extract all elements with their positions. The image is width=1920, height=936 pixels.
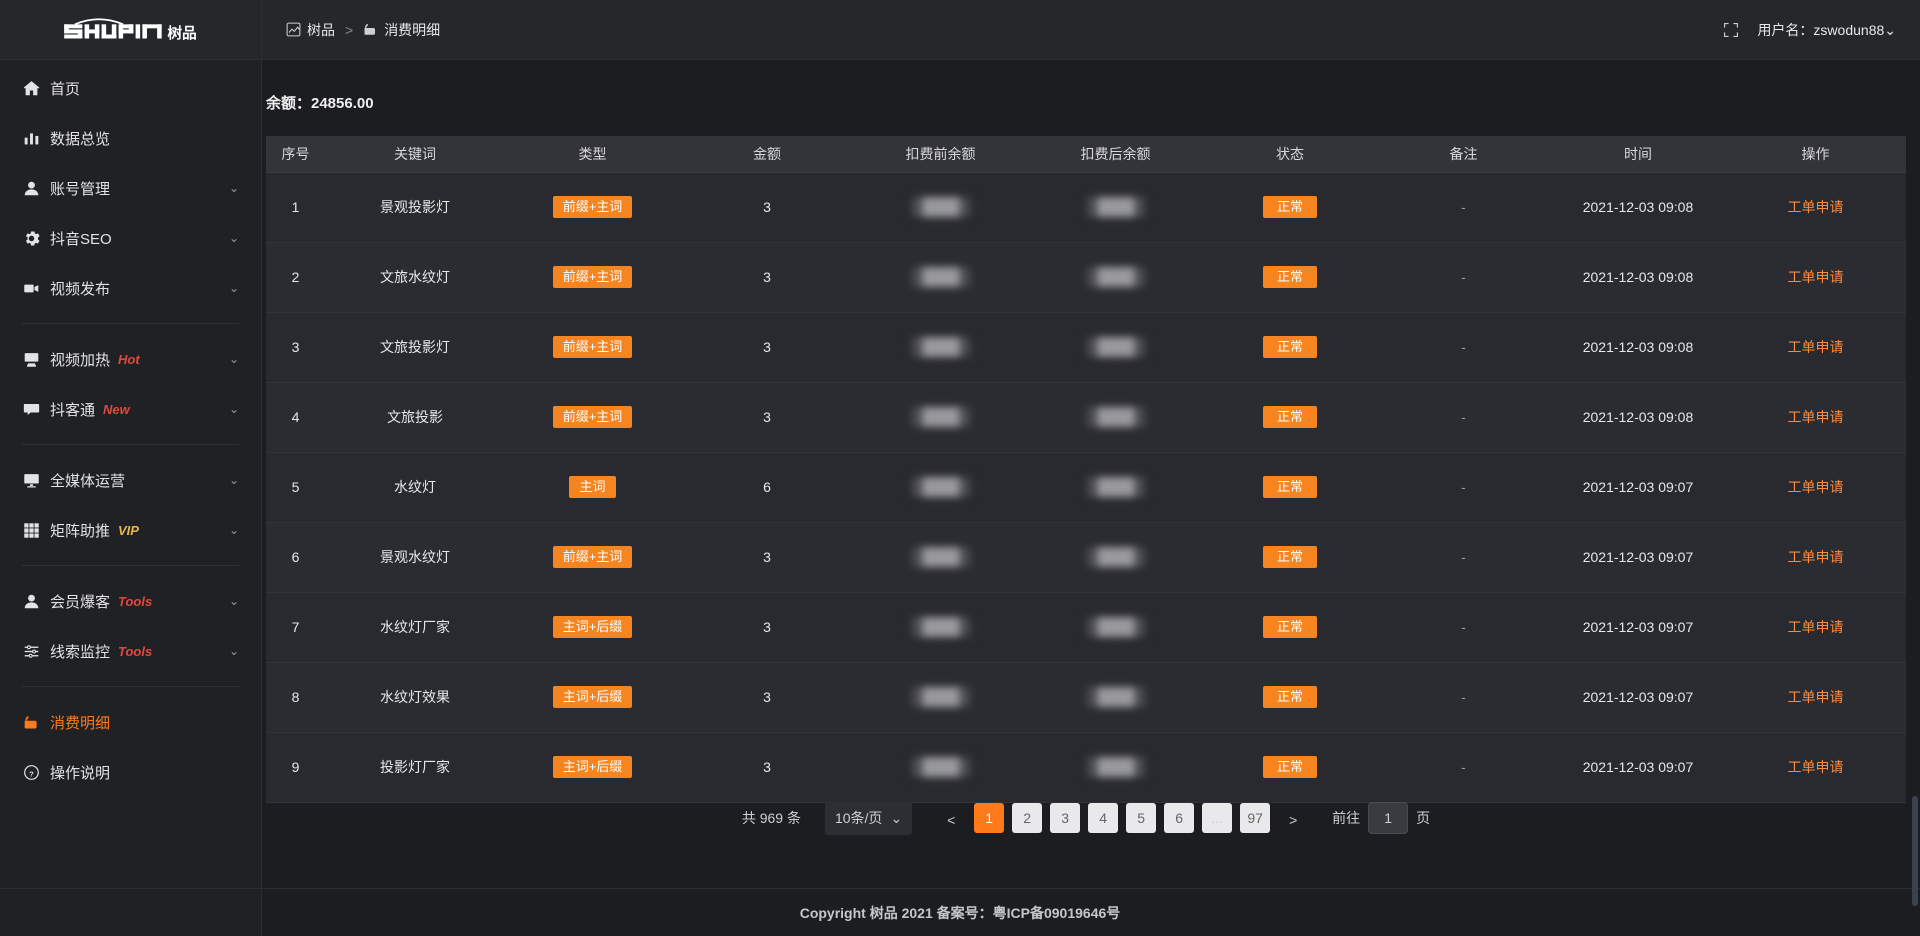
svg-text:树品: 树品 bbox=[167, 23, 196, 41]
svg-text:?: ? bbox=[29, 769, 34, 778]
